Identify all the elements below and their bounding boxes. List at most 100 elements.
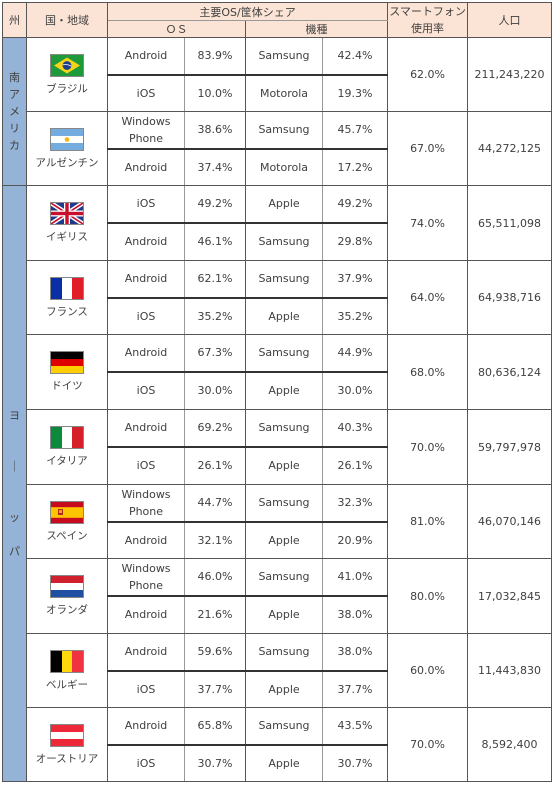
population: 64,938,716	[467, 260, 553, 335]
brand-name: Apple	[245, 595, 323, 634]
smartphone-usage-rate: 64.0%	[387, 260, 469, 335]
population: 8,592,400	[467, 707, 553, 782]
country-cell: ベルギー	[26, 633, 108, 708]
brand-share: 49.2%	[321, 185, 389, 224]
brand-share: 30.0%	[321, 371, 389, 410]
os-name: iOS	[107, 185, 185, 224]
country-name: ブラジル	[46, 82, 88, 95]
brand-name: Samsung	[245, 633, 323, 672]
table-row: オランダ Windows Phone 46.0% Samsung 41.0% 80.0% 1…	[3, 558, 553, 634]
brand-share: 35.2%	[321, 297, 389, 335]
argentina-flag-icon	[50, 127, 84, 151]
brand-name: Apple	[245, 670, 323, 708]
header-smartphone-usage: スマートフォン 使用率	[387, 2, 469, 38]
brand-name: Apple	[245, 744, 323, 782]
brand-name: Motorola	[245, 74, 323, 112]
os-share: 30.7%	[184, 744, 246, 782]
brand-name: Apple	[245, 446, 323, 485]
smartphone-usage-rate: 60.0%	[387, 633, 469, 708]
population: 44,272,125	[467, 111, 553, 186]
table-row: ベルギー Android 59.6% Samsung 38.0% 60.0% 11,443,…	[3, 633, 553, 708]
header-usage-rate: 使用率	[411, 22, 445, 35]
brand-share: 17.2%	[321, 148, 389, 186]
smartphone-usage-rate: 70.0%	[387, 409, 469, 485]
table-row: Android 32.1% Apple 20.9%	[3, 521, 552, 559]
header-smartphone: スマートフォン	[389, 5, 466, 18]
table-row: Android 37.4% Motorola 17.2%	[3, 148, 552, 186]
population: 65,511,098	[467, 185, 553, 261]
uk-flag-icon	[50, 202, 84, 225]
smartphone-usage-rate: 81.0%	[387, 484, 469, 559]
smartphone-usage-rate: 67.0%	[387, 111, 469, 186]
os-share: 62.1%	[184, 260, 246, 299]
country-name: フランス	[46, 305, 88, 318]
os-share: 30.0%	[184, 371, 246, 410]
table-row: スペイン Windows Phone 44.7% Samsung 32.3% 81.0% 4…	[3, 484, 553, 559]
austria-flag-icon	[50, 723, 84, 747]
brand-name: Samsung	[245, 707, 323, 746]
smartphone-usage-rate: 80.0%	[387, 558, 469, 634]
brand-name: Samsung	[245, 484, 323, 523]
os-share: 32.1%	[184, 521, 246, 559]
os-share: 44.7%	[184, 484, 246, 523]
brand-name: Samsung	[245, 111, 323, 150]
table-row: 南 ア メ リ カブラジル Android 83.9% Samsung 42.4% 62.…	[2, 37, 553, 186]
os-name: Windows Phone	[107, 111, 185, 150]
brand-name: Samsung	[245, 334, 323, 373]
population: 11,443,830	[467, 633, 553, 708]
brand-name: Samsung	[245, 222, 323, 261]
country-cell: フランス	[26, 260, 108, 335]
brand-name: Samsung	[245, 558, 323, 597]
brand-share: 42.4%	[321, 37, 389, 76]
country-cell: イギリス	[26, 185, 108, 261]
spain-flag-icon	[50, 500, 84, 524]
os-share: 59.6%	[184, 633, 246, 672]
country-name: ベルギー	[46, 678, 88, 691]
table-row: ドイツ Android 67.3% Samsung 44.9% 68.0% 80,636,1…	[3, 334, 553, 410]
smartphone-usage-rate: 68.0%	[387, 334, 469, 410]
smartphone-usage-rate: 62.0%	[387, 37, 469, 112]
brand-share: 29.8%	[321, 222, 389, 261]
italy-flag-icon	[50, 426, 84, 449]
brazil-flag-icon	[50, 53, 84, 77]
country-cell: スペイン	[26, 484, 108, 559]
header-population: 人口	[467, 2, 553, 38]
os-share: 10.0%	[184, 74, 246, 112]
brand-name: Samsung	[245, 37, 323, 76]
os-name: Android	[107, 260, 185, 299]
table-row: ヨ ｜ ッ パイギリス iOS 49.2% Apple 49.2% 74.0% 65,511…	[2, 185, 553, 782]
table-row: iOS 37.7% Apple 37.7%	[3, 670, 552, 708]
germany-flag-icon	[50, 351, 84, 374]
table-row: イタリア Android 69.2% Samsung 40.3% 70.0% 59,797,…	[3, 409, 553, 485]
country-name: アルゼンチン	[35, 156, 99, 169]
brand-share: 38.0%	[321, 595, 389, 634]
os-name: Android	[107, 633, 185, 672]
brand-share: 20.9%	[321, 521, 389, 559]
os-share: 69.2%	[184, 409, 246, 448]
table-row: iOS 30.7% Apple 30.7%	[3, 744, 552, 782]
country-cell: ブラジル	[26, 37, 108, 112]
table-row: Android 21.6% Apple 38.0%	[3, 595, 552, 634]
os-name: iOS	[107, 297, 185, 335]
brand-name: Apple	[245, 297, 323, 335]
region-cell: ヨ ｜ ッ パ	[2, 185, 27, 782]
region-cell: 南 ア メ リ カ	[2, 37, 27, 186]
brand-share: 44.9%	[321, 334, 389, 373]
os-name: Android	[107, 707, 185, 746]
os-share: 67.3%	[184, 334, 246, 373]
header-region: 州	[2, 2, 27, 38]
brand-share: 30.7%	[321, 744, 389, 782]
header-country: 国・地域	[26, 2, 108, 38]
country-cell: アルゼンチン	[26, 111, 108, 186]
country-name: オーストリア	[35, 752, 99, 765]
header-share-group: 主要OS/筐体シェア	[106, 2, 389, 21]
smartphone-usage-rate: 70.0%	[387, 707, 469, 782]
country-name: ドイツ	[51, 380, 83, 392]
table-row: オーストリア Android 65.8% Samsung 43.5% 70.0% 8,592…	[3, 707, 553, 782]
brand-name: Samsung	[245, 409, 323, 448]
country-cell: オランダ	[26, 558, 108, 634]
country-cell: オーストリア	[26, 707, 108, 782]
os-share: 38.6%	[184, 111, 246, 150]
